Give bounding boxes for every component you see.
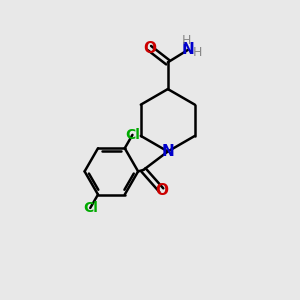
Text: O: O (155, 183, 168, 198)
Text: O: O (143, 40, 156, 56)
Text: Cl: Cl (125, 128, 140, 142)
Text: H: H (182, 34, 191, 47)
Text: N: N (161, 144, 174, 159)
Text: Cl: Cl (83, 201, 98, 215)
Text: H: H (192, 46, 202, 59)
Text: N: N (182, 42, 194, 57)
